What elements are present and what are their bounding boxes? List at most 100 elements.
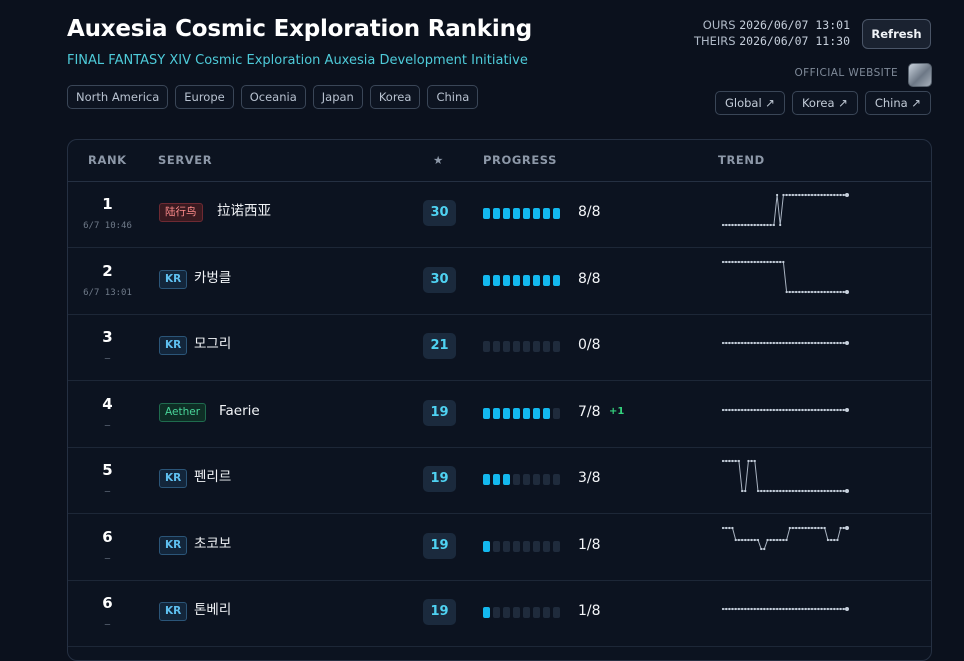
trend-point [779,341,782,345]
progress-segment [523,474,530,485]
datacenter-badge: KR [159,336,188,355]
rank-timestamp: — [104,553,111,564]
trend-point [728,459,731,463]
trend-point [785,489,788,493]
datacenter-badge: KR [159,269,188,289]
col-star-icon: ★ [433,153,444,167]
region-korea[interactable]: Korea [369,85,421,109]
trend-line [723,194,847,226]
trend-point [833,607,836,611]
trend-point [753,223,756,227]
trend-point [810,489,814,493]
region-japan[interactable]: Japan [312,85,363,109]
progress-segment [523,407,530,419]
trend-point [725,223,728,227]
page-subtitle: FINAL FANTASY XIV Cosmic Exploration Aux… [67,53,528,68]
trend-line [723,460,847,492]
trend-point [842,526,845,529]
trend-point [737,260,740,263]
datacenter-badge: KR [159,535,188,555]
trend-point [823,193,826,197]
trend-point [804,408,807,411]
server-name: 톤베리 [194,602,232,618]
region-china[interactable]: China [427,85,479,109]
trend-point [750,459,753,463]
table-row[interactable]: 4 — Aether Faerie 19 7/8 +1 [68,381,931,448]
trend-point [791,526,794,529]
trend-point [721,341,725,345]
trend-point [747,607,750,611]
trend-point [810,526,814,529]
table-row[interactable]: 1 6/7 10:46 陆行鸟 拉诺西亚 30 8/8 [68,181,931,248]
table-row[interactable]: 5 — KR 펜리르 19 3/8 [68,447,931,514]
link-korea[interactable]: Korea ↗ [791,91,858,115]
progress-segment [533,407,540,419]
trend-point [772,260,775,263]
region-north-america[interactable]: North America [67,85,169,109]
region-oceania[interactable]: Oceania [240,85,306,109]
trend-point [782,538,785,541]
trend-point [741,223,744,227]
progress-segment [493,208,500,219]
trend-point [795,290,798,293]
trend-point [833,408,836,411]
trend-point [795,193,798,197]
datacenter-badge: Aether [159,402,207,422]
table-row[interactable]: 6 — KR 톤베리 19 1/8 [68,580,931,647]
trend-point [750,408,753,411]
trend-point [810,193,814,197]
trend-point [760,489,763,493]
progress-segment [523,540,530,552]
official-website-icon[interactable] [908,63,932,87]
trend-point [807,408,810,411]
trend-point [795,607,798,611]
trend-point [753,538,756,541]
table-row[interactable]: 6 — KR 초코보 19 1/8 [68,514,931,581]
trend-point [772,489,775,493]
progress-segment [503,474,510,485]
trend-point [823,290,826,293]
trend-point [814,489,817,493]
trend-point [776,538,779,541]
table-row[interactable]: 3 — KR 모그리 21 0/8 [68,314,931,381]
progress-segment [543,540,550,552]
trend-point [804,193,807,197]
trend-point [807,193,810,197]
trend-point [772,341,775,345]
trend-point [731,223,734,227]
trend-point [725,408,728,411]
trend-point [747,538,750,541]
trend-point [795,341,798,345]
table-row[interactable]: 2 6/7 13:01 KR 카벙클 30 8/8 [68,248,931,315]
col-server: SERVER [158,153,213,167]
trend-point [801,607,804,611]
trend-point [744,223,747,227]
progress-segment [523,274,530,286]
trend-point [791,193,794,197]
link-china[interactable]: China ↗ [864,91,931,115]
progress-segment [493,474,500,485]
link-global[interactable]: Global ↗ [714,91,785,115]
trend-point [760,260,763,263]
trend-point [845,289,849,294]
trend-point [830,607,833,611]
col-progress: PROGRESS [483,153,558,167]
trend-point [830,341,833,345]
trend-point [747,459,750,463]
trend-point [741,607,744,611]
refresh-button[interactable]: Refresh [862,19,931,49]
trend-point [725,341,728,345]
trend-point [785,538,788,541]
star-count: 19 [423,466,456,492]
server-name: 모그리 [194,336,232,352]
region-europe[interactable]: Europe [175,85,234,109]
trend-sparkline [721,193,849,227]
trend-point [731,526,734,529]
trend-point [836,193,839,197]
progress-delta: +1 [609,405,625,417]
progress-segment [483,208,490,219]
progress-segment [503,607,510,618]
ours-label: OURS [702,18,736,32]
trend-point [845,193,849,197]
trend-point [826,193,829,197]
